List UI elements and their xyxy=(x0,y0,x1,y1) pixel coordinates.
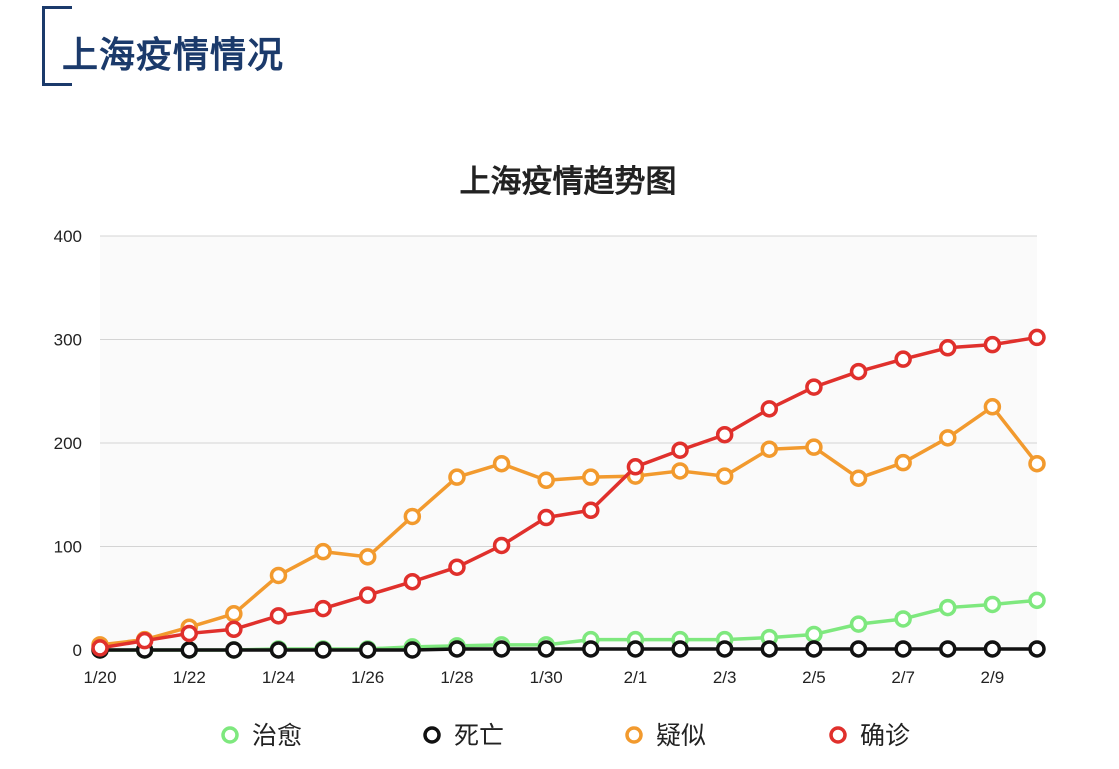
data-point xyxy=(537,508,555,527)
title-bracket-decoration xyxy=(42,6,72,86)
data-point xyxy=(582,640,600,658)
data-point xyxy=(1028,454,1046,473)
data-point xyxy=(135,631,154,650)
data-point xyxy=(492,536,511,555)
data-point xyxy=(671,441,689,459)
y-tick-label: 400 xyxy=(54,227,82,246)
x-tick-label: 1/20 xyxy=(83,668,116,687)
data-point xyxy=(269,607,288,625)
data-point xyxy=(715,425,734,444)
data-point xyxy=(760,640,779,658)
data-point xyxy=(894,453,912,472)
data-point xyxy=(939,429,957,447)
legend-label: 死亡 xyxy=(454,721,504,750)
data-point xyxy=(983,335,1002,354)
data-point xyxy=(358,548,377,566)
series-line-3 xyxy=(99,335,1038,650)
data-point xyxy=(715,467,734,485)
data-point xyxy=(849,469,868,487)
x-tick-label: 2/1 xyxy=(624,668,648,687)
y-tick-label: 0 xyxy=(73,641,82,660)
x-tick-label: 1/26 xyxy=(351,668,384,687)
x-tick-label: 1/30 xyxy=(530,668,563,687)
data-point xyxy=(849,640,868,658)
data-point xyxy=(805,438,823,456)
x-tick-label: 2/3 xyxy=(713,668,737,687)
legend-label: 治愈 xyxy=(252,721,302,750)
data-point xyxy=(894,610,912,628)
data-point xyxy=(849,362,868,381)
data-point xyxy=(983,640,1002,658)
data-point xyxy=(626,640,645,658)
data-point xyxy=(403,641,422,659)
data-point xyxy=(225,641,243,659)
data-point xyxy=(939,598,957,617)
x-tick-label: 2/9 xyxy=(981,668,1005,687)
data-point xyxy=(448,558,466,576)
x-tick-label: 1/24 xyxy=(262,668,295,687)
data-point xyxy=(180,624,198,643)
legend-marker xyxy=(829,726,847,744)
data-point xyxy=(671,462,689,480)
x-tick-label: 2/7 xyxy=(891,668,915,687)
data-point xyxy=(403,507,422,526)
legend-marker xyxy=(625,726,643,744)
data-point xyxy=(939,640,957,658)
data-point xyxy=(403,572,422,591)
data-point xyxy=(894,640,912,658)
data-point xyxy=(894,350,912,368)
data-point xyxy=(760,400,779,418)
data-point xyxy=(537,471,555,490)
chart-title: 上海疫情趋势图 xyxy=(460,164,677,200)
data-point xyxy=(1028,328,1046,347)
data-point xyxy=(492,454,511,473)
data-point xyxy=(358,586,377,604)
data-point xyxy=(582,501,600,520)
legend-label: 确诊 xyxy=(860,721,910,750)
data-point xyxy=(448,468,466,486)
data-point xyxy=(582,468,600,486)
data-point xyxy=(225,620,243,639)
data-point xyxy=(269,641,288,659)
legend-marker xyxy=(221,726,239,744)
series-line-2 xyxy=(99,405,1039,647)
data-point xyxy=(983,595,1002,614)
data-point xyxy=(760,440,779,458)
data-point xyxy=(805,625,823,644)
data-point xyxy=(1028,640,1046,658)
x-tick-label: 2/5 xyxy=(802,668,826,687)
data-point xyxy=(805,640,823,658)
data-point xyxy=(314,599,332,618)
data-point xyxy=(671,640,689,658)
data-point xyxy=(983,398,1002,416)
data-point xyxy=(314,641,332,659)
data-point xyxy=(715,640,734,658)
series-line-1 xyxy=(100,647,1037,652)
data-point xyxy=(626,458,645,476)
data-point xyxy=(358,641,377,659)
y-tick-label: 300 xyxy=(54,331,82,350)
data-point xyxy=(269,566,288,585)
data-point xyxy=(1028,591,1046,610)
page-header: 上海疫情情况 xyxy=(42,6,342,90)
data-point xyxy=(448,640,466,658)
data-point xyxy=(537,640,555,658)
legend-marker xyxy=(423,726,441,744)
data-point xyxy=(91,639,109,657)
x-tick-label: 1/22 xyxy=(173,668,206,687)
data-point xyxy=(225,605,243,623)
data-point xyxy=(314,542,332,561)
y-tick-label: 200 xyxy=(54,434,82,453)
data-point xyxy=(849,615,868,633)
data-point xyxy=(180,641,198,659)
data-point xyxy=(492,640,511,658)
x-tick-label: 1/28 xyxy=(440,668,473,687)
legend-label: 疑似 xyxy=(656,721,706,750)
data-point xyxy=(805,378,823,396)
page-title: 上海疫情情况 xyxy=(62,35,285,76)
data-point xyxy=(939,339,957,357)
y-tick-label: 100 xyxy=(54,538,82,557)
